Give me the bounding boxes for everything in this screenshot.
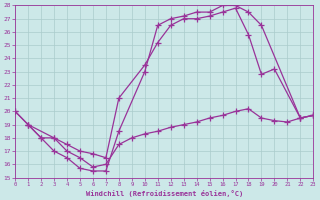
X-axis label: Windchill (Refroidissement éolien,°C): Windchill (Refroidissement éolien,°C) — [85, 190, 243, 197]
